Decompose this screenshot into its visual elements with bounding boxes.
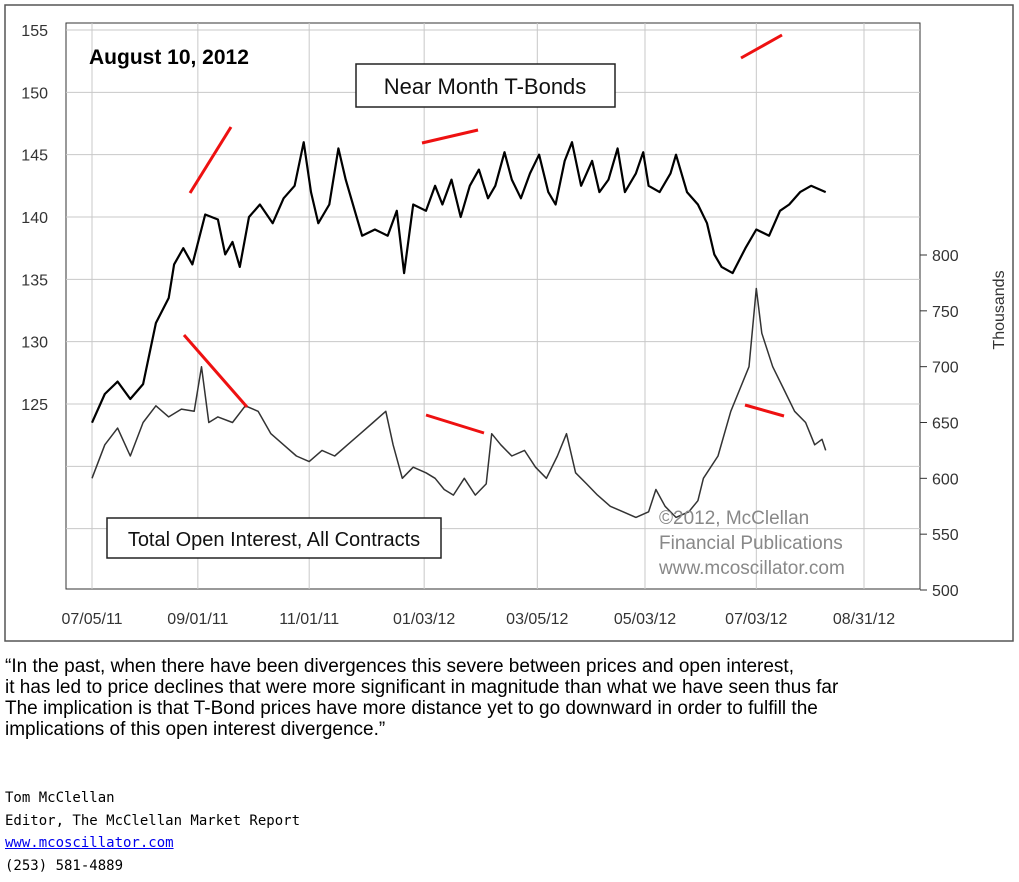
- divergence-marker: [421, 128, 479, 145]
- signature-block: Tom McClellan Editor, The McClellan Mark…: [5, 787, 300, 877]
- x-tick-label: 05/03/12: [614, 611, 676, 628]
- quote-line: it has led to price declines that were m…: [5, 677, 839, 698]
- series-lines: [90, 141, 827, 519]
- right-tick-label: 600: [932, 471, 959, 488]
- quote-text: “In the past, when there have been diver…: [5, 656, 1019, 740]
- author-name: Tom McClellan: [5, 790, 115, 806]
- left-axis: 155 150 145 140 135 130 125: [21, 23, 48, 414]
- quote-line: The implication is that T-Bond prices ha…: [5, 698, 818, 719]
- copyright-line-2: Financial Publications: [659, 533, 843, 554]
- right-axis-label: Thousands: [991, 270, 1008, 349]
- x-tick-label: 09/01/11: [167, 611, 228, 628]
- x-tick-label: 11/01/11: [279, 611, 339, 628]
- oi-title: Total Open Interest, All Contracts: [128, 529, 420, 551]
- open-interest-series-line: [91, 287, 827, 519]
- copyright-line-3: www.mcoscillator.com: [658, 558, 845, 579]
- quote-line: “In the past, when there have been diver…: [5, 656, 794, 677]
- price-title-box: [355, 63, 616, 108]
- right-tick-label: 750: [932, 304, 959, 321]
- x-tick-label: 01/03/12: [393, 611, 455, 628]
- date-label: August 10, 2012: [89, 46, 249, 69]
- price-title: Near Month T-Bonds: [384, 74, 587, 99]
- left-tick-label: 130: [21, 335, 48, 352]
- right-tick-label: 500: [932, 583, 959, 600]
- divergence-marker: [744, 403, 785, 418]
- x-tick-label: 07/05/11: [61, 611, 122, 628]
- copyright-line-1: ©2012, McClellan: [659, 508, 809, 529]
- left-tick-label: 155: [21, 23, 48, 40]
- x-tick-label: 07/03/12: [725, 611, 787, 628]
- website-link[interactable]: www.mcoscillator.com: [5, 835, 174, 851]
- x-tick-label: 08/31/12: [833, 611, 895, 628]
- author-title: Editor, The McClellan Market Report: [5, 812, 301, 829]
- right-axis: 800 750 700 650 600 550 500: [920, 248, 959, 600]
- right-tick-label: 550: [932, 527, 959, 544]
- right-tick-label: 800: [932, 248, 959, 265]
- right-tick-label: 650: [932, 416, 959, 433]
- right-tick-label: 700: [932, 360, 959, 377]
- oi-title-box: [106, 517, 442, 559]
- left-tick-label: 135: [21, 272, 48, 289]
- left-tick-label: 145: [21, 148, 48, 165]
- quote-line: implications of this open interest diver…: [5, 719, 386, 740]
- left-tick-label: 150: [21, 85, 48, 102]
- chart-figure: 155 150 145 140 135 130 125 800 750 700 650 600 550…: [4, 4, 1014, 642]
- phone-number: (253) 581-4889: [5, 857, 124, 874]
- left-tick-label: 140: [21, 210, 48, 227]
- x-tick-label: 03/05/12: [506, 611, 568, 628]
- divergence-marker: [182, 334, 249, 408]
- plot-area: [65, 22, 921, 590]
- left-tick-label: 125: [21, 397, 48, 414]
- divergence-markers: [182, 33, 785, 435]
- divergence-marker: [425, 413, 485, 435]
- price-series-line: [90, 141, 827, 424]
- x-axis: 07/05/11 09/01/11 11/01/11 01/03/12 03/05/12…: [61, 611, 895, 628]
- divergence-marker: [188, 126, 233, 194]
- divergence-marker: [740, 33, 783, 60]
